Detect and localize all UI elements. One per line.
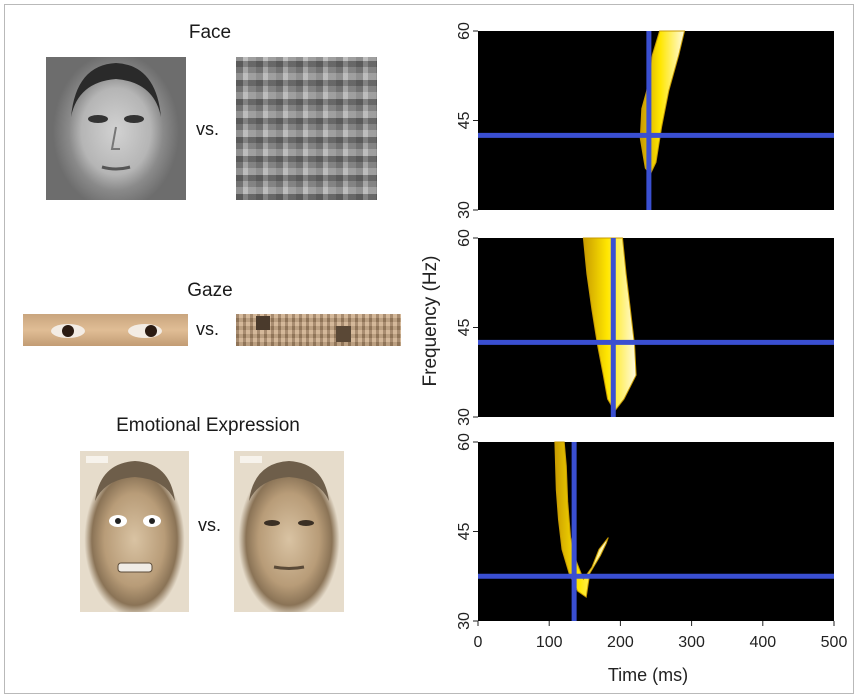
x-tick-label: 100: [536, 634, 563, 651]
fearful-face-photo: [80, 451, 189, 612]
gaze-vs-label: vs.: [196, 319, 220, 339]
x-tick-label: 400: [749, 634, 776, 651]
y-tick-label: 60: [456, 22, 473, 40]
x-tick-label: 200: [607, 634, 634, 651]
emotion-label: Emotional Expression: [116, 415, 300, 436]
y-tick-label: 45: [456, 319, 473, 337]
panel-background: [478, 238, 834, 417]
panel-background: [478, 442, 834, 621]
y-tick-label: 45: [456, 112, 473, 130]
y-tick-label: 30: [456, 408, 473, 426]
y-axis-title: Frequency (Hz): [420, 256, 441, 387]
eyes-photo: [23, 314, 188, 346]
face-scrambled-image: [236, 57, 377, 200]
y-tick-label: 45: [456, 523, 473, 541]
x-tick-label: 0: [474, 634, 483, 651]
neutral-face-photo: [234, 451, 344, 612]
x-tick-label: 500: [821, 634, 848, 651]
face-label: Face: [188, 22, 232, 43]
emotion-vs-label: vs.: [198, 515, 222, 535]
y-tick-label: 30: [456, 201, 473, 219]
gaze-label: Gaze: [187, 280, 233, 301]
face-photo: [46, 57, 186, 200]
figure-frame: [4, 4, 854, 694]
significance-region: [554, 441, 609, 598]
y-tick-label: 30: [456, 612, 473, 630]
y-tick-label: 60: [456, 229, 473, 247]
x-axis-title: Time (ms): [608, 665, 688, 685]
y-tick-label: 60: [456, 433, 473, 451]
significance-region: [582, 237, 637, 412]
x-tick-label: 300: [678, 634, 705, 651]
eyes-scrambled-image: [236, 314, 401, 346]
face-vs-label: vs.: [196, 119, 220, 139]
